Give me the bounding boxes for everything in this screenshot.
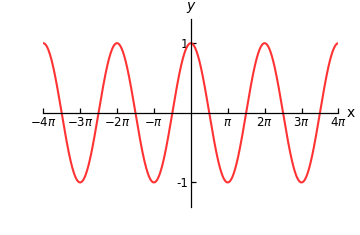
Text: x: x <box>347 106 355 120</box>
Text: y: y <box>187 0 195 13</box>
